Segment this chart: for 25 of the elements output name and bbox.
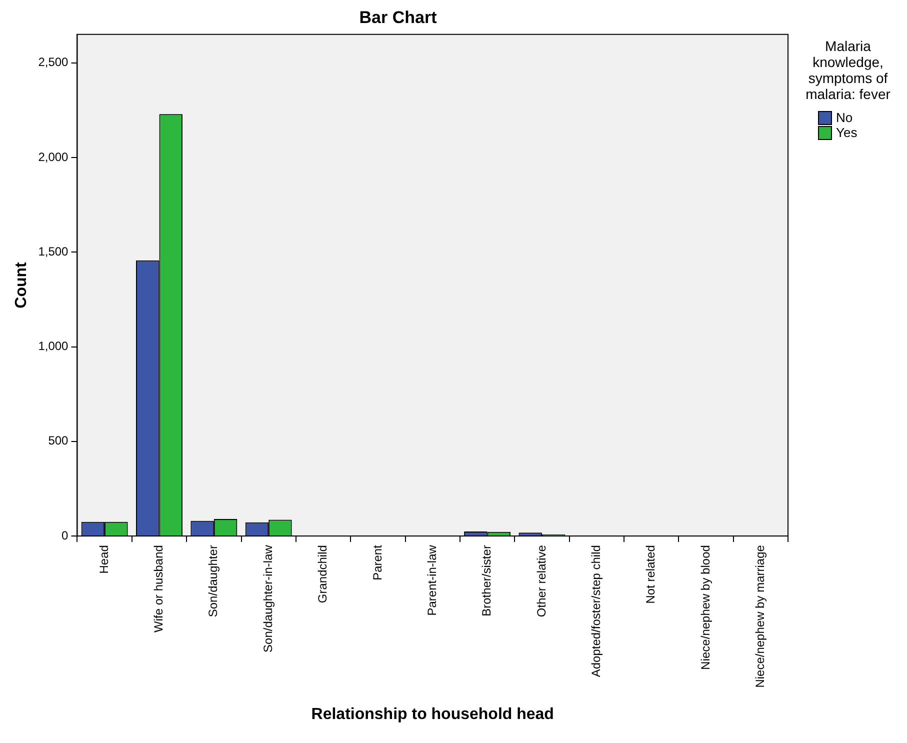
y-axis-title: Count bbox=[13, 261, 30, 308]
y-tick-label: 1,000 bbox=[38, 339, 69, 354]
legend-label: Yes bbox=[836, 125, 858, 140]
chart-title: Bar Chart bbox=[359, 8, 438, 27]
x-tick-label: Adopted/foster/step child bbox=[588, 545, 603, 678]
x-tick-label: Son/daughter bbox=[206, 545, 220, 618]
x-tick-label: Head bbox=[96, 545, 111, 574]
y-tick-label: 0 bbox=[62, 528, 69, 542]
x-tick-label: Niece/nephew by blood bbox=[698, 545, 712, 670]
y-tick-label: 2,000 bbox=[38, 150, 69, 164]
y-tick-label: 1,500 bbox=[38, 244, 69, 258]
legend-title: Malaria knowledge, symptoms of malaria: fever bbox=[804, 38, 892, 102]
x-tick-label: Son/daughter-in-law bbox=[260, 544, 275, 652]
y-tick-label: 500 bbox=[48, 434, 69, 448]
x-tick-label: Not related bbox=[644, 545, 658, 604]
x-tick-label: Niece/nephew by marriage bbox=[752, 544, 767, 688]
x-axis-title: Relationship to household head bbox=[311, 706, 554, 723]
legend-label: No bbox=[836, 110, 853, 125]
x-tick-label: Parent-in-law bbox=[424, 544, 439, 616]
x-tick-label: Brother/sister bbox=[480, 545, 494, 616]
x-tick-label: Other relative bbox=[534, 544, 548, 618]
x-tick-label: Parent bbox=[370, 544, 384, 580]
y-tick-label: 2,500 bbox=[38, 55, 69, 70]
x-tick-label: Wife or husband bbox=[152, 545, 166, 632]
x-tick-label: Grandchild bbox=[316, 545, 330, 604]
